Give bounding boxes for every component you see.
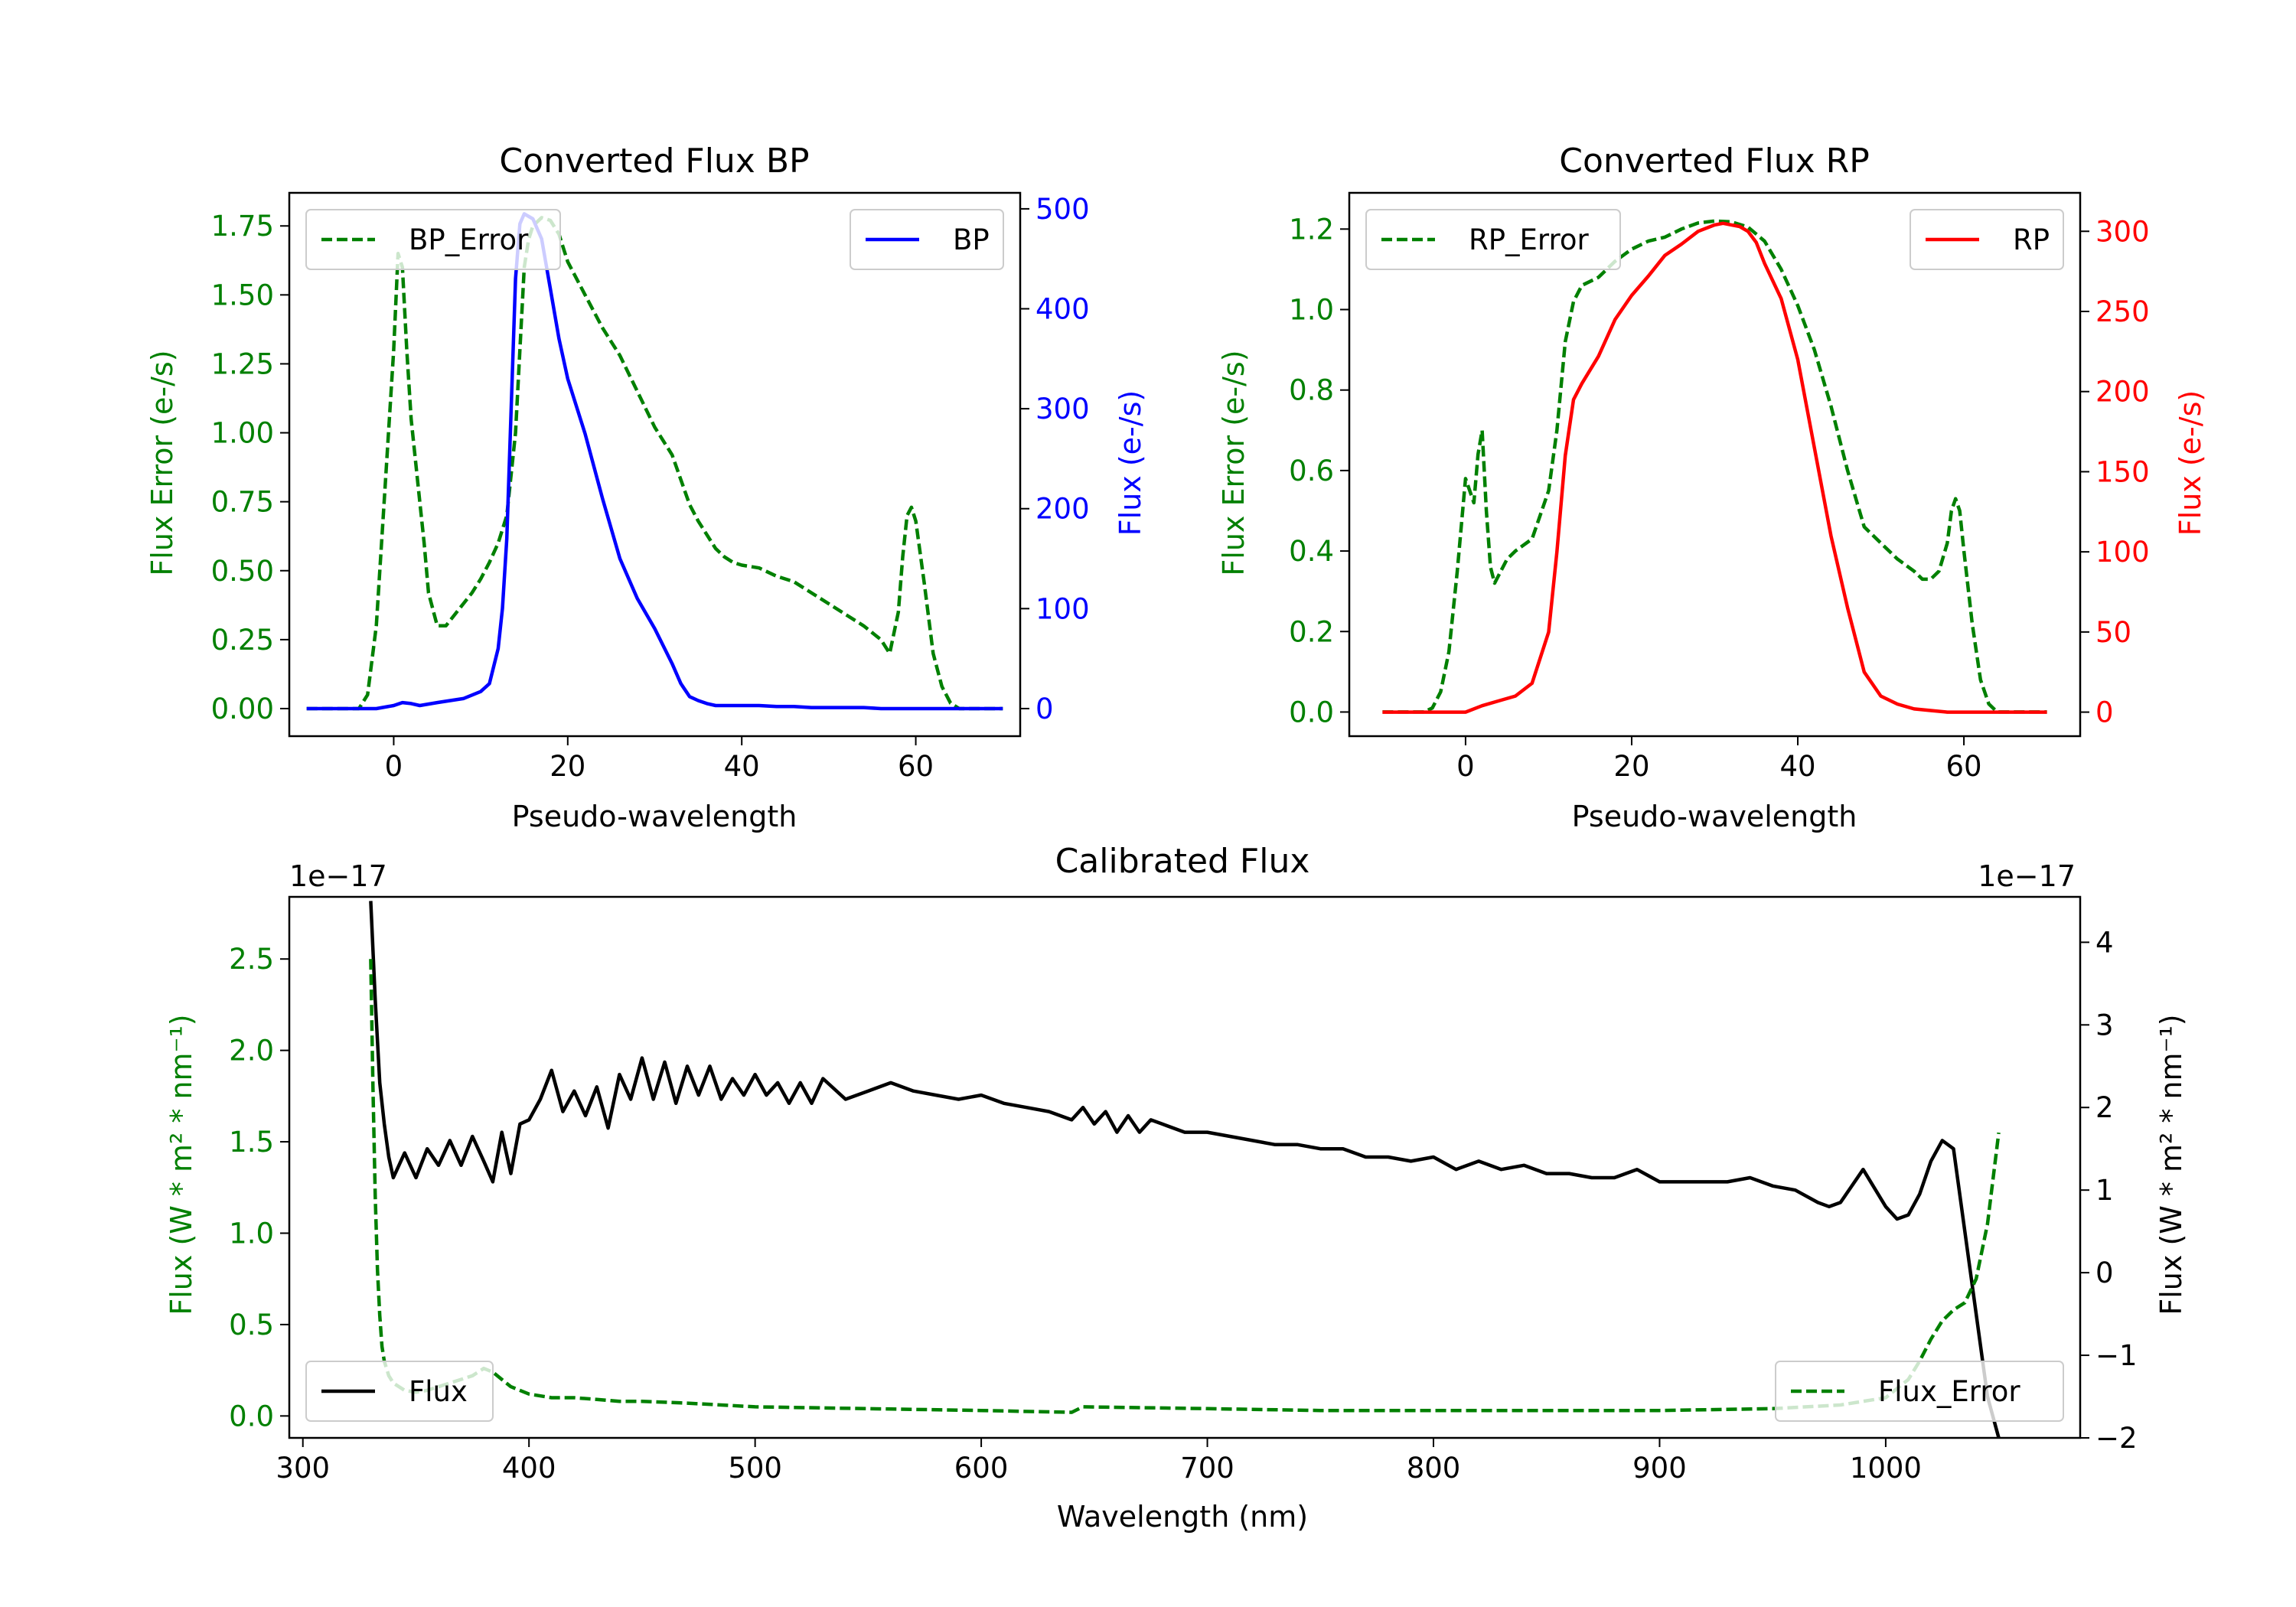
rp-legend-rp-error: RP_Error [1365, 209, 1621, 270]
rp-ytick-right-label: 200 [2095, 376, 2150, 409]
svg-text:Flux: Flux [409, 1375, 468, 1408]
bp-ytick-right-label: 500 [1035, 193, 1090, 226]
bp-xtick-label: 60 [898, 750, 934, 783]
calibrated-ytick-left-label: 0.5 [229, 1309, 274, 1341]
calibrated-ytick-right-label: 1 [2095, 1174, 2114, 1207]
rp-ytick-left-label: 0.2 [1289, 615, 1334, 648]
bp-axes-frame [288, 191, 1022, 738]
bp-legend-bp: BP [850, 209, 1004, 270]
bp-xlabel: Pseudo-wavelength [512, 800, 797, 833]
calibrated-ytick-left-label: 1.0 [229, 1217, 274, 1250]
bp-series-bp-error [306, 216, 1003, 711]
bp-ytick-left-label: 1.25 [211, 347, 274, 380]
rp-panel: Converted Flux RP Pseudo-wavelength Flux… [1217, 142, 2207, 833]
calibrated-xtick-label: 500 [728, 1452, 782, 1485]
bp-legend-bp-error: BP_Error [305, 209, 561, 270]
rp-ytick-left-label: 0.0 [1289, 696, 1334, 729]
rp-ytick-right-label: 150 [2095, 455, 2150, 488]
bp-ytick-left-label: 0.50 [211, 555, 274, 588]
rp-ytick-left-label: 0.6 [1289, 455, 1334, 487]
bp-ytick-right-label: 200 [1035, 493, 1090, 526]
bp-panel: Converted Flux BP Pseudo-wavelength Flux… [145, 142, 1147, 833]
calibrated-ytick-right-label: −2 [2095, 1422, 2138, 1455]
calibrated-xtick-label: 300 [276, 1452, 330, 1485]
calibrated-offset-left: 1e−17 [289, 859, 387, 893]
bp-xtick-label: 0 [385, 750, 403, 783]
rp-ytick-right-label: 0 [2095, 696, 2114, 729]
rp-ytick-right-label: 50 [2095, 616, 2131, 649]
calibrated-xtick-label: 900 [1632, 1452, 1687, 1485]
calibrated-ytick-left-label: 1.5 [229, 1126, 274, 1159]
calibrated-xlabel: Wavelength (nm) [1057, 1500, 1308, 1534]
calibrated-panel: Calibrated Flux 1e−17 1e−17 Wavelength (… [165, 842, 2188, 1534]
rp-legend-rp: RP [1910, 209, 2064, 270]
rp-ytick-left-label: 0.4 [1289, 535, 1334, 568]
rp-series-rp-error [1382, 219, 2047, 714]
calibrated-ylabel-right: Flux (W * m² * nm⁻¹) [2154, 1014, 2188, 1315]
bp-ytick-left-label: 0.75 [211, 486, 274, 519]
rp-ytick-left-label: 0.8 [1289, 374, 1334, 407]
calibrated-offset-right: 1e−17 [1978, 859, 2076, 893]
rp-xlabel: Pseudo-wavelength [1572, 800, 1857, 833]
bp-xtick-label: 20 [550, 750, 585, 783]
calibrated-xtick-label: 700 [1180, 1452, 1234, 1485]
bp-ylabel-right: Flux (e-/s) [1114, 390, 1147, 536]
bp-ytick-right-label: 0 [1035, 693, 1054, 725]
svg-text:BP_Error: BP_Error [409, 223, 529, 256]
calibrated-ytick-right-label: 2 [2095, 1091, 2114, 1124]
rp-ytick-left-label: 1.0 [1289, 294, 1334, 327]
bp-ytick-left-label: 1.50 [211, 279, 274, 311]
svg-text:RP: RP [2013, 223, 2050, 256]
rp-ytick-right-label: 250 [2095, 295, 2150, 328]
calibrated-legend-flux: Flux [305, 1361, 494, 1422]
bp-ytick-right-label: 400 [1035, 293, 1090, 326]
rp-ylabel-left: Flux Error (e-/s) [1217, 350, 1251, 575]
bp-ytick-left-label: 1.00 [211, 417, 274, 450]
calibrated-ytick-left-label: 2.0 [229, 1035, 274, 1068]
rp-xtick-label: 60 [1946, 750, 1982, 783]
rp-ytick-left-label: 1.2 [1289, 213, 1334, 246]
calibrated-title: Calibrated Flux [1055, 842, 1310, 881]
bp-title: Converted Flux BP [499, 142, 809, 181]
rp-ylabel-right: Flux (e-/s) [2174, 390, 2207, 536]
rp-ytick-right-label: 300 [2095, 215, 2150, 248]
calibrated-xtick-label: 1000 [1850, 1452, 1922, 1485]
bp-ytick-right-label: 100 [1035, 592, 1090, 625]
bp-series-bp [306, 212, 1003, 711]
calibrated-xtick-label: 800 [1407, 1452, 1461, 1485]
calibrated-ytick-right-label: −1 [2095, 1339, 2138, 1372]
calibrated-series-flux [369, 901, 2001, 1438]
rp-series-rp [1382, 221, 2047, 714]
rp-title: Converted Flux RP [1559, 142, 1870, 181]
rp-xtick-label: 40 [1779, 750, 1815, 783]
rp-axes-frame [1348, 191, 2082, 738]
calibrated-ytick-right-label: 3 [2095, 1009, 2114, 1041]
rp-ytick-right-label: 100 [2095, 536, 2150, 569]
bp-ytick-left-label: 0.00 [211, 693, 274, 725]
rp-xtick-label: 0 [1456, 750, 1475, 783]
svg-text:Flux_Error: Flux_Error [1878, 1375, 2020, 1408]
svg-text:BP: BP [953, 223, 990, 256]
calibrated-axes-frame [288, 895, 2082, 1439]
svg-text:RP_Error: RP_Error [1469, 223, 1589, 256]
calibrated-ylabel-left: Flux (W * m² * nm⁻¹) [165, 1014, 198, 1315]
rp-xtick-label: 20 [1613, 750, 1649, 783]
bp-xtick-label: 40 [724, 750, 760, 783]
calibrated-xtick-label: 400 [502, 1452, 556, 1485]
bp-ylabel-left: Flux Error (e-/s) [145, 350, 179, 575]
calibrated-legend-flux-error: Flux_Error [1775, 1361, 2064, 1422]
calibrated-ytick-right-label: 0 [2095, 1257, 2114, 1289]
calibrated-ytick-left-label: 0.0 [229, 1400, 274, 1433]
calibrated-ytick-left-label: 2.5 [229, 943, 274, 976]
bp-ytick-right-label: 300 [1035, 393, 1090, 425]
calibrated-ytick-right-label: 4 [2095, 926, 2114, 959]
bp-ytick-left-label: 0.25 [211, 624, 274, 657]
bp-ytick-left-label: 1.75 [211, 210, 274, 243]
calibrated-xtick-label: 600 [954, 1452, 1009, 1485]
